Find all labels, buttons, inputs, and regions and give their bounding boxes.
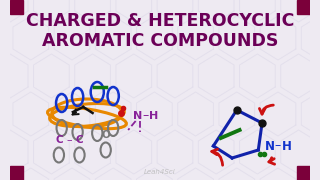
- Text: H: H: [149, 111, 158, 121]
- Text: C: C: [55, 135, 63, 145]
- Bar: [10, 166, 23, 180]
- Text: AROMATIC COMPOUNDS: AROMATIC COMPOUNDS: [42, 32, 278, 50]
- Text: CHARGED & HETEROCYCLIC: CHARGED & HETEROCYCLIC: [26, 12, 294, 30]
- Text: –: –: [143, 109, 149, 123]
- Text: –: –: [66, 135, 72, 145]
- Text: O: O: [101, 130, 110, 140]
- Text: C: C: [76, 135, 83, 145]
- Text: Leah4Sci: Leah4Sci: [144, 169, 176, 175]
- Text: N: N: [133, 111, 142, 121]
- Text: H: H: [282, 140, 291, 152]
- Bar: [297, 166, 310, 180]
- Text: N: N: [265, 140, 275, 152]
- Bar: [297, 0, 310, 14]
- Text: –: –: [275, 140, 281, 152]
- Bar: [10, 0, 23, 14]
